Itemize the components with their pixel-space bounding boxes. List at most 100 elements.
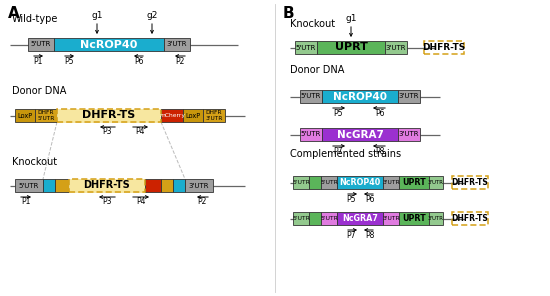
Text: P7: P7 xyxy=(333,147,343,155)
Text: g1: g1 xyxy=(91,11,103,20)
Text: 3'UTR: 3'UTR xyxy=(428,216,444,221)
Text: 5'UTR: 5'UTR xyxy=(31,41,51,47)
Text: 3'UTR: 3'UTR xyxy=(399,94,419,99)
Bar xyxy=(452,212,488,225)
Bar xyxy=(429,176,443,189)
Text: NcGRA7: NcGRA7 xyxy=(337,130,383,139)
Text: DHFR-TS: DHFR-TS xyxy=(422,43,466,52)
Bar xyxy=(173,179,185,192)
Text: P4: P4 xyxy=(136,197,146,207)
Bar xyxy=(337,176,383,189)
Bar xyxy=(399,212,429,225)
Text: B: B xyxy=(283,6,295,21)
Text: Wild-type: Wild-type xyxy=(12,14,58,24)
Bar xyxy=(300,90,322,103)
Text: 5'UTR: 5'UTR xyxy=(292,216,310,221)
Text: A: A xyxy=(8,6,20,21)
Bar xyxy=(452,176,488,189)
Text: g1: g1 xyxy=(345,14,357,23)
Text: Donor DNA: Donor DNA xyxy=(12,86,67,96)
Bar xyxy=(43,179,55,192)
Bar xyxy=(398,128,420,141)
Bar xyxy=(309,176,321,189)
Text: 3'UTR: 3'UTR xyxy=(382,180,400,185)
Text: NcROP40: NcROP40 xyxy=(339,178,381,187)
Bar xyxy=(399,176,429,189)
Bar xyxy=(164,38,190,51)
Bar xyxy=(385,41,407,54)
Text: 3'UTR: 3'UTR xyxy=(428,180,444,185)
Bar xyxy=(35,109,57,122)
Bar xyxy=(28,38,54,51)
Text: UPRT: UPRT xyxy=(402,214,426,223)
Text: DHFR-TS: DHFR-TS xyxy=(84,181,130,191)
Text: Donor DNA: Donor DNA xyxy=(290,65,344,75)
Bar xyxy=(317,41,385,54)
Text: DHFR
5'UTR: DHFR 5'UTR xyxy=(37,110,54,121)
Bar xyxy=(57,109,161,122)
Text: 3'UTR: 3'UTR xyxy=(382,216,400,221)
Text: P3: P3 xyxy=(102,128,112,136)
Bar xyxy=(183,109,203,122)
Text: 5'UTR: 5'UTR xyxy=(301,131,321,138)
Text: mCherry: mCherry xyxy=(159,113,185,118)
Bar xyxy=(293,212,309,225)
Text: DHFR-TS: DHFR-TS xyxy=(452,214,488,223)
Bar xyxy=(185,179,213,192)
Bar xyxy=(69,179,145,192)
Bar xyxy=(54,38,164,51)
Text: DHFR-TS: DHFR-TS xyxy=(82,110,136,120)
Text: UPRT: UPRT xyxy=(334,43,367,52)
Text: P2: P2 xyxy=(197,197,207,207)
Text: DHFR
3'UTR: DHFR 3'UTR xyxy=(205,110,223,121)
Text: P6: P6 xyxy=(365,194,375,204)
Bar xyxy=(309,212,321,225)
Text: 3'UTR: 3'UTR xyxy=(189,183,209,189)
Bar xyxy=(57,109,161,122)
Text: LoxP: LoxP xyxy=(185,112,201,118)
Bar xyxy=(322,128,398,141)
Text: P6: P6 xyxy=(134,57,144,65)
Bar xyxy=(424,41,464,54)
Text: P2: P2 xyxy=(175,57,185,65)
Text: P7: P7 xyxy=(346,231,356,239)
Bar xyxy=(321,176,337,189)
Text: P6: P6 xyxy=(375,109,385,118)
Text: P5: P5 xyxy=(333,109,343,118)
Bar xyxy=(15,109,35,122)
Text: 3'UTR: 3'UTR xyxy=(399,131,419,138)
Text: 3'UTR: 3'UTR xyxy=(167,41,187,47)
Text: Knockout: Knockout xyxy=(290,19,335,29)
Text: P5: P5 xyxy=(346,194,356,204)
Text: P5: P5 xyxy=(64,57,74,65)
Text: P1: P1 xyxy=(21,197,31,207)
Text: P8: P8 xyxy=(365,231,375,239)
Text: g2: g2 xyxy=(146,11,158,20)
Bar xyxy=(383,212,399,225)
Bar xyxy=(69,179,145,192)
Text: 5'UTR: 5'UTR xyxy=(296,44,316,51)
Bar xyxy=(398,90,420,103)
Text: Complemented strains: Complemented strains xyxy=(290,149,401,159)
Text: 3'UTR: 3'UTR xyxy=(386,44,406,51)
Text: P3: P3 xyxy=(102,197,112,207)
Bar xyxy=(161,109,183,122)
Bar xyxy=(383,176,399,189)
Bar xyxy=(203,109,225,122)
Text: P8: P8 xyxy=(375,147,384,155)
Text: 5'UTR: 5'UTR xyxy=(320,180,338,185)
Bar xyxy=(293,176,309,189)
Bar xyxy=(322,90,398,103)
Text: NcGRA7: NcGRA7 xyxy=(342,214,378,223)
Bar xyxy=(55,179,69,192)
Text: NcROP40: NcROP40 xyxy=(80,39,138,49)
Bar xyxy=(145,179,161,192)
Text: 5'UTR: 5'UTR xyxy=(292,180,310,185)
Bar xyxy=(429,212,443,225)
Text: P4: P4 xyxy=(135,128,145,136)
Text: 5'UTR: 5'UTR xyxy=(19,183,39,189)
Bar xyxy=(15,179,43,192)
Bar xyxy=(161,179,173,192)
Bar xyxy=(295,41,317,54)
Text: P1: P1 xyxy=(34,57,43,65)
